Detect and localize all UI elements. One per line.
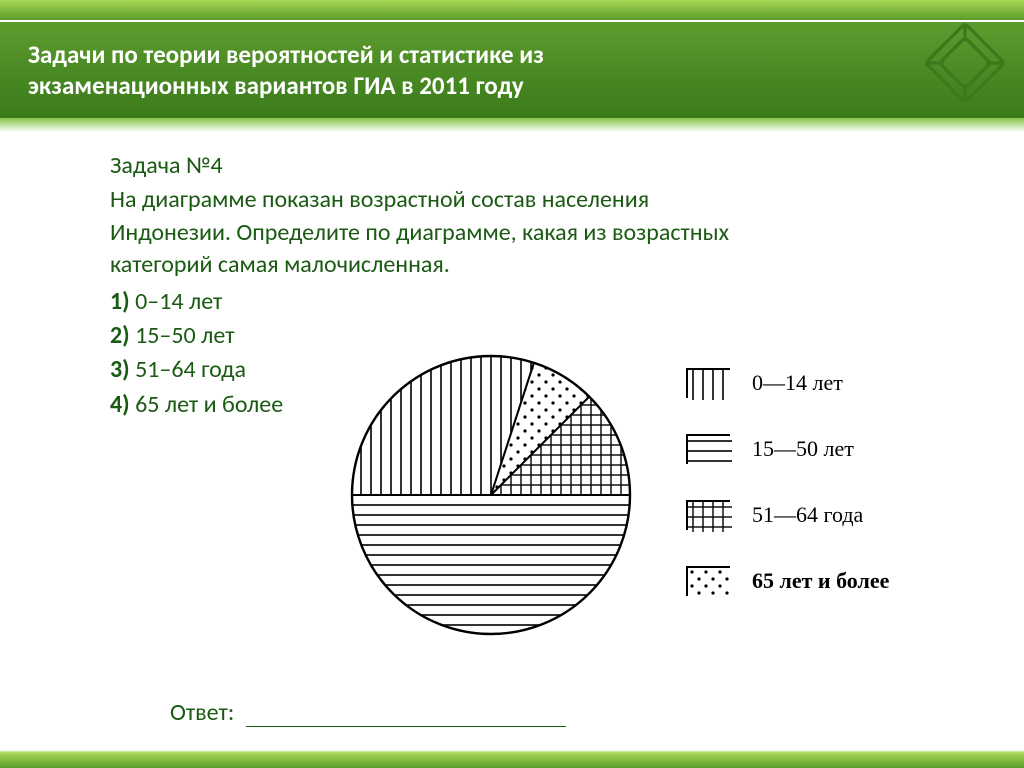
option-num: 3) xyxy=(110,355,130,384)
option-2: 2) 15–50 лет xyxy=(110,320,984,352)
option-1: 1) 0–14 лет xyxy=(110,286,984,318)
under-band-gradient xyxy=(0,118,1024,132)
task-body-line: Индонезии. Определите по диаграмме, кака… xyxy=(110,217,984,249)
answer-row: Ответ: xyxy=(170,698,566,727)
task-body-line: категорий самая малочисленная. xyxy=(110,249,984,281)
option-num: 1) xyxy=(110,287,130,316)
pie-slice xyxy=(352,495,630,634)
legend-swatch xyxy=(686,368,730,398)
title-line-2: экзаменационных вариантов ГИА в 2011 год… xyxy=(28,70,914,101)
option-num: 4) xyxy=(110,390,130,419)
option-text: 0–14 лет xyxy=(135,287,222,316)
legend-swatch xyxy=(686,500,730,530)
legend-label: 0—14 лет xyxy=(752,370,843,396)
task-body-line: На диаграмме показан возрастной состав н… xyxy=(110,184,984,216)
title-line-1: Задачи по теории вероятностей и статисти… xyxy=(28,39,914,70)
option-num: 2) xyxy=(110,321,130,350)
legend-row: 65 лет и более xyxy=(686,566,889,596)
pie-chart-block: 0—14 лет 15—50 лет 51—64 года 65 лет и боле… xyxy=(346,350,986,660)
legend-row: 51—64 года xyxy=(686,500,889,530)
answer-blank-line xyxy=(246,726,566,727)
option-text: 51–64 года xyxy=(135,355,246,384)
legend-label: 51—64 года xyxy=(752,502,863,528)
legend-swatch xyxy=(686,434,730,464)
bottom-accent-rail xyxy=(0,750,1024,768)
corner-knot-logo xyxy=(920,18,1010,108)
legend-label: 65 лет и более xyxy=(752,568,889,594)
legend-label: 15—50 лет xyxy=(752,436,854,462)
option-text: 65 лет и более xyxy=(135,390,283,419)
option-text: 15–50 лет xyxy=(135,321,234,350)
pie-chart xyxy=(346,350,636,645)
legend-row: 15—50 лет xyxy=(686,434,889,464)
title-band: Задачи по теории вероятностей и статисти… xyxy=(0,22,1024,118)
answer-label: Ответ: xyxy=(170,698,234,727)
top-accent-strip xyxy=(0,0,1024,20)
task-heading: Задача №4 xyxy=(110,150,984,182)
legend-swatch xyxy=(686,566,730,596)
chart-legend: 0—14 лет 15—50 лет 51—64 года 65 лет и боле… xyxy=(686,368,889,632)
legend-row: 0—14 лет xyxy=(686,368,889,398)
